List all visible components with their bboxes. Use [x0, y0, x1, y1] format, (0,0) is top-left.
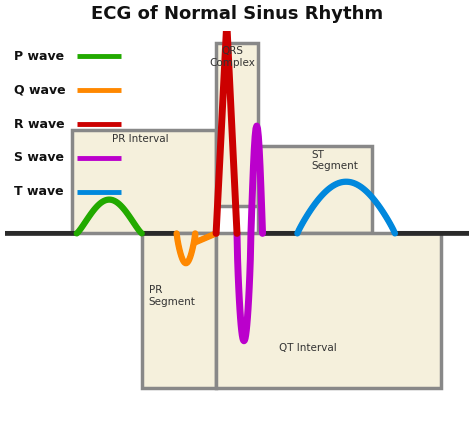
Text: S wave: S wave [14, 151, 64, 164]
Bar [142, 233, 216, 388]
Bar [72, 130, 216, 233]
Text: PR
Segment: PR Segment [149, 285, 196, 307]
Text: Q wave: Q wave [14, 84, 66, 97]
Bar [258, 146, 372, 233]
Text: QT Interval: QT Interval [279, 343, 337, 353]
Text: QRS
Complex: QRS Complex [210, 46, 255, 68]
Text: P wave: P wave [14, 50, 64, 63]
Bar [216, 233, 441, 388]
Text: ECG of Normal Sinus Rhythm: ECG of Normal Sinus Rhythm [91, 5, 383, 23]
Text: PR Interval: PR Interval [111, 134, 168, 144]
Text: R wave: R wave [14, 118, 64, 131]
Text: ST
Segment: ST Segment [311, 150, 358, 171]
Text: T wave: T wave [14, 185, 64, 198]
Bar [216, 42, 258, 205]
